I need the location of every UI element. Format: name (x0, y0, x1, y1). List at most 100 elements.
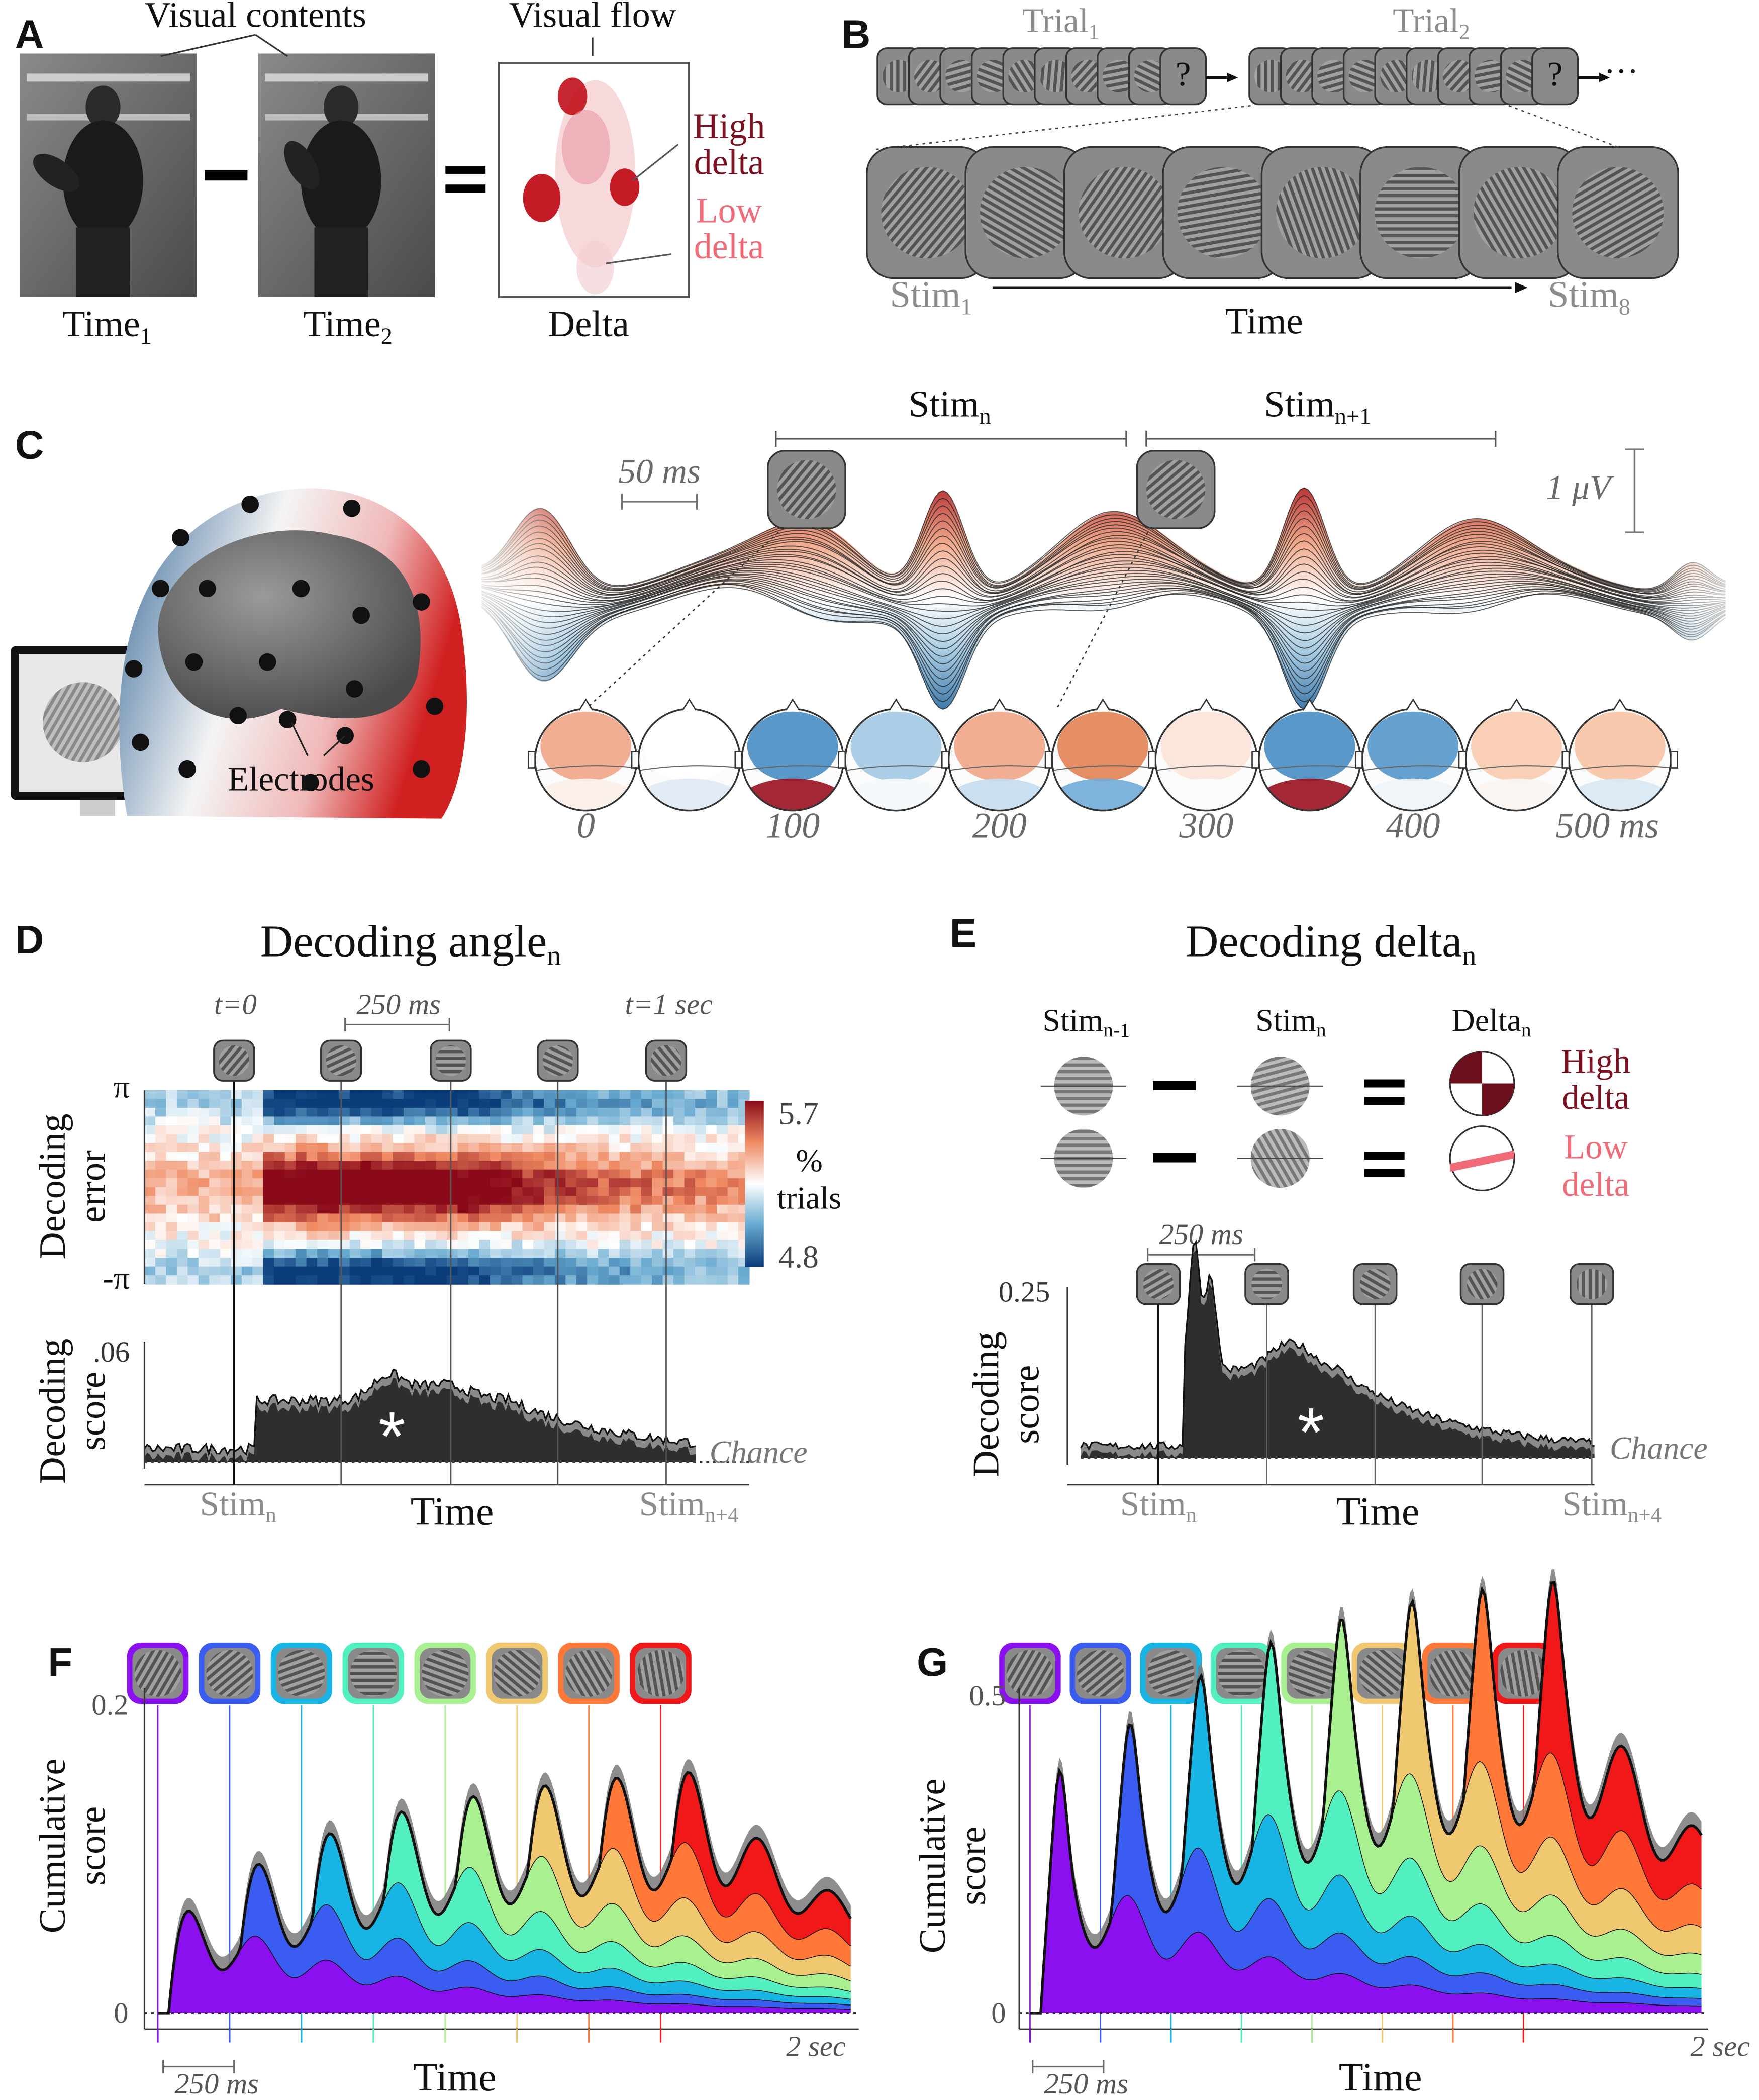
heatmap-cell (414, 1125, 426, 1135)
heatmap-cell (241, 1187, 253, 1197)
heatmap-cell (360, 1275, 372, 1285)
heatmap-cell (630, 1134, 642, 1144)
heatmap-cell (328, 1143, 340, 1153)
heatmap-cell (241, 1169, 253, 1179)
topomap-contour (1362, 765, 1464, 771)
heatmap-cell (662, 1178, 674, 1188)
heatmap-cell (727, 1196, 739, 1205)
heatmap-cell (166, 1231, 177, 1241)
heatmap-cell (662, 1196, 674, 1205)
heatmap-cell (274, 1240, 285, 1250)
heatmap-cell (641, 1240, 653, 1250)
topomap-contour (948, 765, 1050, 771)
heatmap-cell (328, 1266, 340, 1276)
heatmap-cell (630, 1125, 642, 1135)
label-subscript: n (1462, 940, 1476, 972)
heatmap-cell (727, 1222, 739, 1232)
heatmap-cell (144, 1222, 156, 1232)
heatmap-cell (576, 1099, 588, 1108)
heatmap-cell (479, 1169, 491, 1179)
heatmap-cell (306, 1213, 318, 1223)
heatmap-cell (296, 1152, 307, 1162)
heatmap-cell (684, 1249, 696, 1259)
heatmap-cell (231, 1187, 242, 1197)
heatmap-cell (284, 1275, 297, 1285)
heatmap-cell (587, 1152, 599, 1162)
heatmap-cell (317, 1266, 329, 1276)
topomap-ear (631, 751, 639, 769)
label: Stim8 (1548, 274, 1630, 319)
heatmap-cell (328, 1178, 340, 1188)
heatmap-cell (446, 1187, 458, 1197)
heatmap-cell (727, 1099, 739, 1108)
label: Decoding (966, 1331, 1007, 1477)
heatmap-cell (565, 1116, 577, 1126)
rule (606, 253, 672, 264)
electrode (132, 733, 149, 751)
heatmap-cell (296, 1249, 307, 1259)
heatmap-cell (717, 1125, 728, 1135)
heatmap-cell (166, 1125, 177, 1135)
heatmap-cell (371, 1134, 383, 1144)
heatmap-cell (284, 1116, 297, 1126)
topomap-ear (1670, 751, 1678, 769)
heatmap-cell (252, 1099, 264, 1108)
heatmap-cell (404, 1152, 415, 1162)
heatmap-cell (436, 1231, 448, 1241)
heatmap-cell (565, 1249, 577, 1259)
heatmap-cell (393, 1222, 405, 1232)
label: Time (413, 2055, 497, 2099)
heatmap-cell (296, 1240, 307, 1250)
label-subscript: n+4 (705, 1503, 739, 1527)
heatmap-cell (662, 1143, 674, 1153)
heatmap-cell (349, 1196, 361, 1205)
heatmap-cell (187, 1266, 199, 1276)
heatmap-cell (587, 1169, 599, 1179)
label-main: Stim (1042, 1002, 1103, 1037)
heatmap-cell (425, 1143, 437, 1153)
panel-label: C (15, 423, 44, 467)
heatmap-cell (630, 1222, 642, 1232)
heatmap-cell (652, 1231, 663, 1241)
heatmap-cell (328, 1204, 340, 1214)
heatmap-cell (695, 1090, 707, 1100)
heatmap-cell (155, 1249, 167, 1259)
heatmap-cell (436, 1204, 448, 1214)
label: score (72, 1372, 114, 1451)
heatmap-cell (296, 1204, 307, 1214)
heatmap-cell (576, 1161, 588, 1170)
topomap (845, 709, 947, 811)
heatmap-cell (598, 1258, 610, 1267)
wave-trace (481, 578, 1726, 664)
heatmap-cell (457, 1275, 469, 1285)
heatmap-cell (511, 1187, 523, 1197)
heatmap-cell (274, 1204, 285, 1214)
cumulative-layer (1030, 1771, 1702, 2014)
heatmap-cell (209, 1134, 221, 1144)
heatmap-cell (673, 1169, 685, 1179)
heatmap-cell (371, 1266, 383, 1276)
heatmap-cell (565, 1266, 577, 1276)
heatmap-cell (360, 1107, 372, 1117)
heatmap-cell (673, 1204, 685, 1214)
heatmap-cell (446, 1169, 458, 1179)
topomap (948, 709, 1050, 811)
heatmap-cell (544, 1258, 555, 1267)
heatmap-cell (371, 1169, 383, 1179)
heatmap-cell (144, 1161, 156, 1170)
heatmap-cell (252, 1240, 264, 1250)
heatmap-cell (187, 1134, 199, 1144)
heatmap-cell (166, 1143, 177, 1153)
heatmap-cell (144, 1275, 156, 1285)
label-main: Stim (1120, 1484, 1186, 1523)
topomap-nose (1406, 698, 1421, 711)
heatmap-cell (360, 1196, 372, 1205)
heatmap-cell (684, 1178, 696, 1188)
heatmap-cell (306, 1099, 318, 1108)
heatmap-cell (328, 1258, 340, 1267)
topomap-fill (1155, 778, 1257, 811)
equals-sign (1364, 1079, 1405, 1088)
heatmap-cell (544, 1266, 555, 1276)
heatmap-cell (446, 1266, 458, 1276)
heatmap-cell (252, 1222, 264, 1232)
